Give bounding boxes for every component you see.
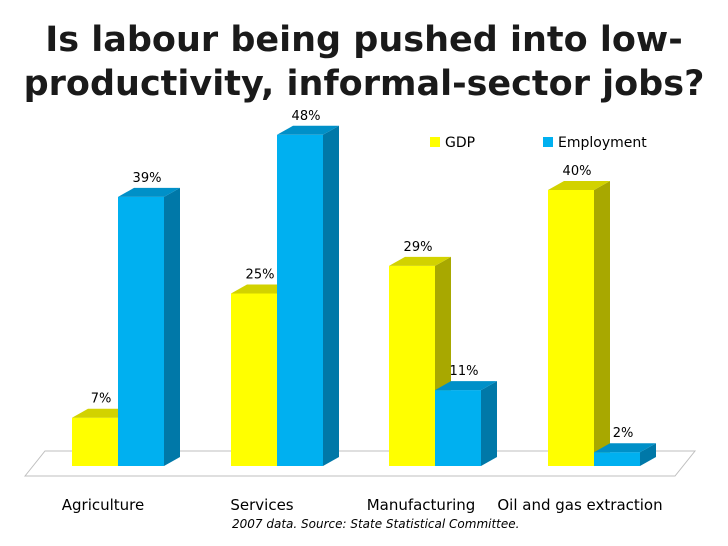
bar-top-face	[277, 125, 339, 135]
bar-employment-manufacturing	[435, 381, 497, 466]
bar-top-face	[435, 381, 497, 391]
value-label-gdp-agriculture: 7%	[91, 392, 112, 407]
legend-swatch	[430, 137, 440, 147]
category-label-agriculture: Agriculture	[62, 496, 145, 514]
source-note: 2007 data. Source: State Statistical Com…	[232, 517, 520, 531]
bar-front-face	[72, 417, 118, 466]
bar-front-face	[118, 196, 164, 466]
bar-employment-services	[277, 125, 339, 467]
category-label-manufacturing: Manufacturing	[367, 496, 476, 514]
value-label-employment-services: 48%	[292, 109, 321, 124]
value-label-employment-oil-and-gas-extraction: 2%	[613, 426, 634, 441]
bar-front-face	[435, 390, 481, 466]
category-label-oil-and-gas-extraction: Oil and gas extraction	[497, 496, 662, 514]
legend-item-employment: Employment	[543, 135, 647, 151]
chart-floor-plane	[23, 450, 697, 477]
bar-front-face	[231, 293, 277, 466]
value-label-gdp-manufacturing: 29%	[404, 240, 433, 255]
bar-side-face	[640, 443, 656, 466]
bar-side-face	[164, 187, 180, 466]
legend-label: GDP	[445, 135, 475, 151]
chart-title-line-2: productivity, informal-sector jobs?	[23, 64, 705, 104]
bar-front-face	[277, 134, 323, 467]
value-label-employment-manufacturing: 11%	[450, 364, 479, 379]
category-label-services: Services	[230, 496, 293, 514]
value-labels-group: 7% 39% 25% 48% 29% 11% 40% 2%	[91, 109, 634, 441]
bar-employment-oil-and-gas-extraction	[594, 443, 656, 466]
bar-front-face	[389, 265, 435, 466]
bars-group	[72, 125, 656, 467]
legend-label: Employment	[558, 135, 647, 151]
chart-floor	[23, 450, 697, 477]
value-label-gdp-oil-and-gas-extraction: 40%	[563, 164, 592, 179]
bar-side-face	[481, 381, 497, 466]
bar-top-face	[548, 181, 610, 190]
bar-top-face	[118, 187, 180, 197]
value-label-employment-agriculture: 39%	[133, 171, 162, 186]
bar-employment-agriculture	[118, 187, 180, 466]
chart-title: Is labour being pushed into low- product…	[0, 18, 728, 106]
bar-front-face	[548, 190, 594, 466]
value-label-gdp-services: 25%	[246, 268, 275, 283]
bar-side-face	[594, 181, 610, 466]
legend-swatch	[543, 137, 553, 147]
chart-title-line-1: Is labour being pushed into low-	[45, 20, 683, 60]
bar-top-face	[389, 256, 451, 266]
legend: GDP Employment	[430, 135, 647, 151]
bar-side-face	[323, 125, 339, 467]
bar-front-face	[594, 452, 640, 466]
bar-top-face	[594, 443, 656, 453]
category-labels-group: Agriculture Services Manufacturing Oil and …	[62, 496, 663, 514]
bar-gdp-oil-and-gas-extraction	[548, 181, 610, 466]
legend-item-gdp: GDP	[430, 135, 475, 151]
